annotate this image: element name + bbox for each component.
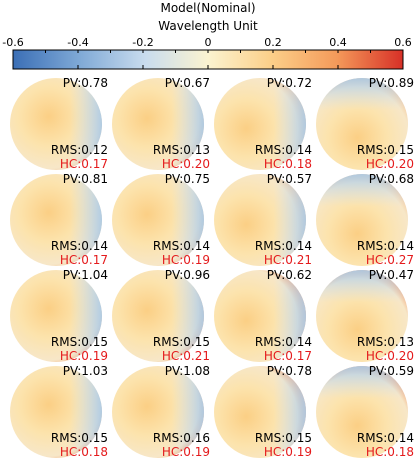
- hc-label: HC:0.20: [162, 157, 210, 171]
- pv-label: PV:0.89: [369, 76, 414, 90]
- pv-label: PV:0.96: [165, 268, 210, 282]
- hc-label: HC:0.21: [162, 349, 210, 363]
- pv-label: PV:1.08: [165, 364, 210, 378]
- wavefront-map-overlay: [10, 270, 102, 362]
- colorbar-tick-label: -0.2: [132, 36, 153, 49]
- pv-label: PV:0.72: [267, 76, 312, 90]
- hc-label: HC:0.20: [366, 349, 414, 363]
- pv-label: PV:1.04: [63, 268, 108, 282]
- pv-label: PV:0.78: [267, 364, 312, 378]
- colorbar-tick-label: 0.4: [329, 36, 347, 49]
- pv-label: PV:0.59: [369, 364, 414, 378]
- colorbar-ticks: [12, 50, 404, 69]
- chart-title: Model(Nominal): [160, 1, 255, 15]
- rms-label: RMS:0.14: [357, 239, 414, 253]
- wavefront-map-overlay: [214, 366, 306, 458]
- hc-label: HC:0.18: [264, 157, 312, 171]
- wavefront-map-overlay: [214, 78, 306, 170]
- rms-label: RMS:0.15: [255, 431, 312, 445]
- rms-label: RMS:0.15: [51, 431, 108, 445]
- rms-label: RMS:0.14: [255, 335, 312, 349]
- rms-label: RMS:0.14: [51, 239, 108, 253]
- wavefront-map-overlay: [112, 366, 204, 458]
- pv-label: PV:0.75: [165, 172, 210, 186]
- wavefront-map-overlay: [316, 174, 408, 266]
- pv-label: PV:0.68: [369, 172, 414, 186]
- wavefront-map-overlay: [214, 270, 306, 362]
- rms-label: RMS:0.14: [255, 143, 312, 157]
- wavefront-map-overlay: [316, 270, 408, 362]
- rms-label: RMS:0.15: [153, 335, 210, 349]
- hc-label: HC:0.18: [60, 445, 108, 459]
- rms-label: RMS:0.15: [357, 143, 414, 157]
- hc-label: HC:0.19: [60, 349, 108, 363]
- colorbar-tick-label: 0: [205, 36, 212, 49]
- wavefront-map-overlay: [214, 174, 306, 266]
- hc-label: HC:0.21: [264, 253, 312, 267]
- rms-label: RMS:0.14: [357, 431, 414, 445]
- pv-label: PV:0.47: [369, 268, 414, 282]
- pv-label: PV:0.57: [267, 172, 312, 186]
- rms-label: RMS:0.14: [153, 239, 210, 253]
- wavefront-map-overlay: [10, 366, 102, 458]
- chart-subtitle: Wavelength Unit: [158, 19, 258, 33]
- pv-label: PV:0.81: [63, 172, 108, 186]
- wavefront-map-overlay: [316, 366, 408, 458]
- wavefront-map-overlay: [10, 78, 102, 170]
- rms-label: RMS:0.15: [51, 335, 108, 349]
- pv-label: PV:1.03: [63, 364, 108, 378]
- colorbar-tick-label: -0.4: [67, 36, 88, 49]
- rms-label: RMS:0.16: [153, 431, 210, 445]
- hc-label: HC:0.18: [366, 445, 414, 459]
- hc-label: HC:0.17: [60, 157, 108, 171]
- wavefront-map-overlay: [10, 174, 102, 266]
- colorbar-tick-label: 0.6: [394, 36, 412, 49]
- hc-label: HC:0.19: [162, 253, 210, 267]
- hc-label: HC:0.19: [162, 445, 210, 459]
- colorbar-tick-label: -0.6: [2, 36, 23, 49]
- pv-label: PV:0.78: [63, 76, 108, 90]
- rms-label: RMS:0.13: [153, 143, 210, 157]
- wavefront-map-overlay: [316, 78, 408, 170]
- hc-label: HC:0.27: [366, 253, 414, 267]
- hc-label: HC:0.17: [60, 253, 108, 267]
- pv-label: PV:0.62: [267, 268, 312, 282]
- panel-grid: PV:0.78RMS:0.12HC:0.17PV:0.67RMS:0.13HC:…: [10, 76, 414, 459]
- wavefront-map-overlay: [112, 174, 204, 266]
- colorbar-tick-labels: -0.6 -0.4 -0.2 0 0.2 0.4 0.6: [2, 36, 411, 49]
- rms-label: RMS:0.12: [51, 143, 108, 157]
- hc-label: HC:0.17: [264, 349, 312, 363]
- pv-label: PV:0.67: [165, 76, 210, 90]
- wavefront-map-overlay: [112, 78, 204, 170]
- wavefront-map-overlay: [112, 270, 204, 362]
- colorbar-tick-label: 0.2: [264, 36, 282, 49]
- rms-label: RMS:0.14: [255, 239, 312, 253]
- rms-label: RMS:0.13: [357, 335, 414, 349]
- hc-label: HC:0.19: [264, 445, 312, 459]
- hc-label: HC:0.20: [366, 157, 414, 171]
